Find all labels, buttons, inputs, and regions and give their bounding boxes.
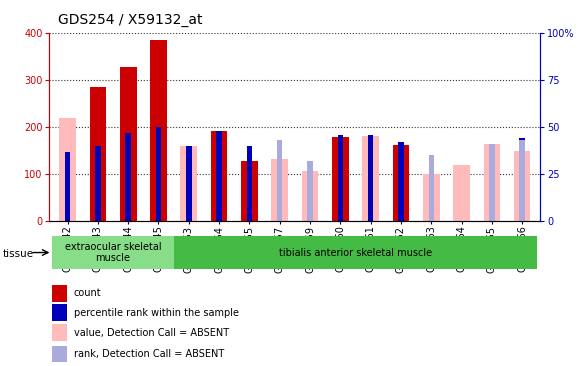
Bar <box>156 127 161 221</box>
Text: extraocular skeletal
muscle: extraocular skeletal muscle <box>64 242 162 264</box>
Bar <box>277 141 282 221</box>
Bar <box>52 285 67 302</box>
Bar <box>519 138 525 221</box>
Text: tissue: tissue <box>3 249 34 259</box>
Bar <box>429 156 434 221</box>
Bar <box>489 144 494 221</box>
Bar <box>302 171 318 221</box>
Bar <box>519 141 525 221</box>
Text: GDS254 / X59132_at: GDS254 / X59132_at <box>58 13 203 27</box>
Bar <box>247 146 252 221</box>
Text: tibialis anterior skeletal muscle: tibialis anterior skeletal muscle <box>279 247 432 258</box>
Bar <box>59 118 76 221</box>
Bar <box>95 146 101 221</box>
Bar <box>514 151 530 221</box>
Text: count: count <box>74 288 102 298</box>
Bar <box>338 135 343 221</box>
Bar <box>398 142 404 221</box>
Bar <box>89 87 106 221</box>
Bar <box>453 165 470 221</box>
Bar <box>186 146 192 221</box>
Bar <box>52 304 67 321</box>
Text: value, Detection Call = ABSENT: value, Detection Call = ABSENT <box>74 328 229 338</box>
Bar <box>368 135 374 221</box>
Text: rank, Detection Call = ABSENT: rank, Detection Call = ABSENT <box>74 349 224 359</box>
Bar <box>393 145 409 221</box>
Bar <box>125 133 131 221</box>
Bar <box>307 161 313 221</box>
Bar <box>150 40 167 221</box>
Bar <box>271 159 288 221</box>
Bar <box>483 144 500 221</box>
Bar <box>332 137 349 221</box>
Bar <box>423 174 440 221</box>
Bar <box>363 136 379 221</box>
Bar <box>181 146 197 221</box>
Bar <box>241 161 258 221</box>
FancyBboxPatch shape <box>52 236 174 269</box>
Bar <box>211 131 227 221</box>
Text: percentile rank within the sample: percentile rank within the sample <box>74 308 239 318</box>
Bar <box>65 152 70 221</box>
Bar <box>216 131 222 221</box>
FancyBboxPatch shape <box>174 236 537 269</box>
Bar <box>120 67 137 221</box>
Bar <box>52 324 67 341</box>
Bar <box>52 346 67 362</box>
